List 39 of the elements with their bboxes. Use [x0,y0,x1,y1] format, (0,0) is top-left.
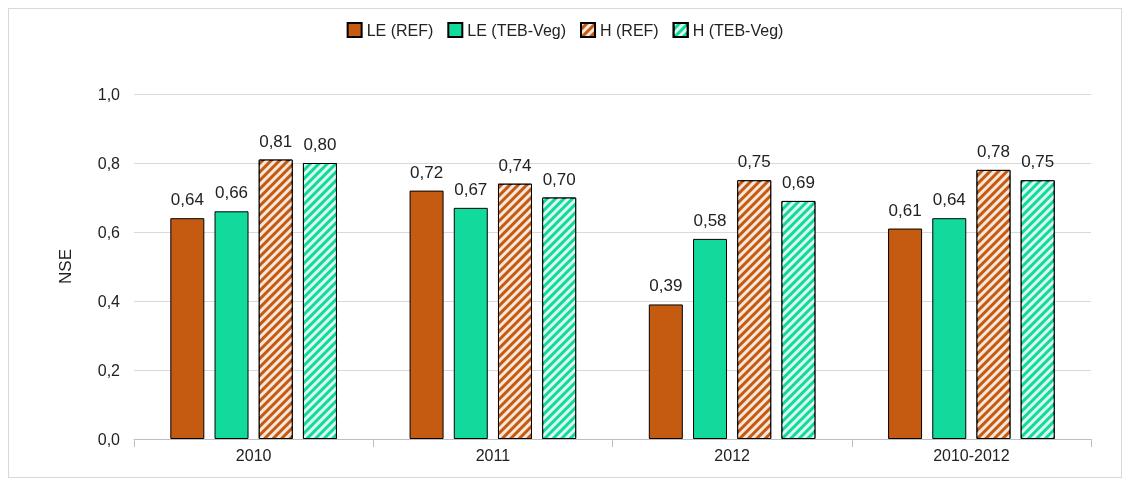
legend-label: LE (REF) [366,21,434,39]
legend-label: H (TEB-Veg) [692,21,784,39]
x-tick-label: 2010 [235,446,272,464]
y-tick-label: 0,2 [97,361,121,379]
bar [888,228,923,439]
bar [453,207,488,439]
data-label: 0,72 [410,162,444,182]
bar [648,304,683,439]
data-label: 0,64 [932,190,966,210]
data-label: 0,67 [454,179,488,199]
bar [214,211,249,439]
y-tick-label: 0,8 [97,154,121,172]
y-tick-label: 0,4 [97,292,121,310]
legend-label: H (REF) [600,21,659,39]
bar [932,218,967,439]
x-tick-label: 2012 [714,446,751,464]
data-label: 0,78 [976,141,1011,161]
y-tick-label: 0,6 [97,223,121,241]
x-tick-label: 2010-2012 [933,446,1010,464]
bar [693,238,728,439]
data-label: 0,69 [781,172,815,192]
y-tick-label: 1,0 [97,85,121,103]
data-label: 0,74 [498,155,532,175]
y-axis-title: NSE [56,249,75,284]
data-label: 0,39 [649,276,683,296]
data-label: 0,75 [1021,152,1055,172]
x-tick-label: 2011 [475,446,511,464]
bar [409,190,444,439]
data-label: 0,66 [214,183,249,203]
data-label: 0,61 [888,200,922,220]
data-label: 0,70 [542,169,576,189]
y-tick-label: 0,0 [97,430,121,448]
data-label: 0,81 [259,131,293,151]
legend-label: LE (TEB-Veg) [467,21,567,39]
data-label: 0,58 [693,210,727,230]
data-label: 0,64 [170,190,204,210]
data-label: 0,75 [737,152,771,172]
data-label: 0,80 [303,135,337,154]
bar [170,218,205,439]
